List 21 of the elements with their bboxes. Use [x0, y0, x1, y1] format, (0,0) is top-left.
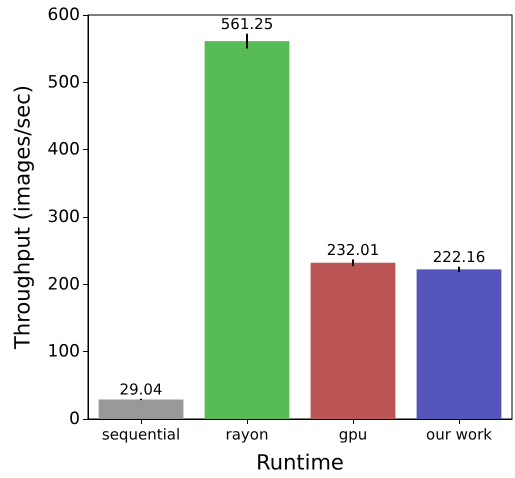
data-label: 561.25 [220, 15, 274, 34]
y-tick-label: 100 [48, 342, 80, 362]
data-label: 232.01 [326, 240, 380, 259]
x-tick-label: gpu [338, 426, 368, 444]
y-tick-label: 500 [48, 72, 80, 92]
x-axis-title: Runtime [256, 450, 344, 474]
bar [310, 262, 396, 419]
bar [204, 41, 290, 419]
y-tick-label: 300 [48, 207, 80, 227]
bar [416, 269, 502, 419]
x-tick-label: our work [426, 426, 492, 444]
x-tick-label: sequential [102, 426, 180, 444]
y-tick-label: 400 [48, 140, 80, 160]
y-tick-label: 0 [69, 409, 80, 429]
bar [98, 399, 184, 419]
y-axis-title: Throughput (images/sec) [10, 85, 34, 350]
data-label: 29.04 [120, 380, 162, 398]
y-tick-label: 200 [48, 274, 80, 294]
x-tick-label: rayon [226, 426, 268, 444]
y-tick-label: 600 [48, 5, 80, 25]
data-label: 222.16 [432, 248, 486, 266]
